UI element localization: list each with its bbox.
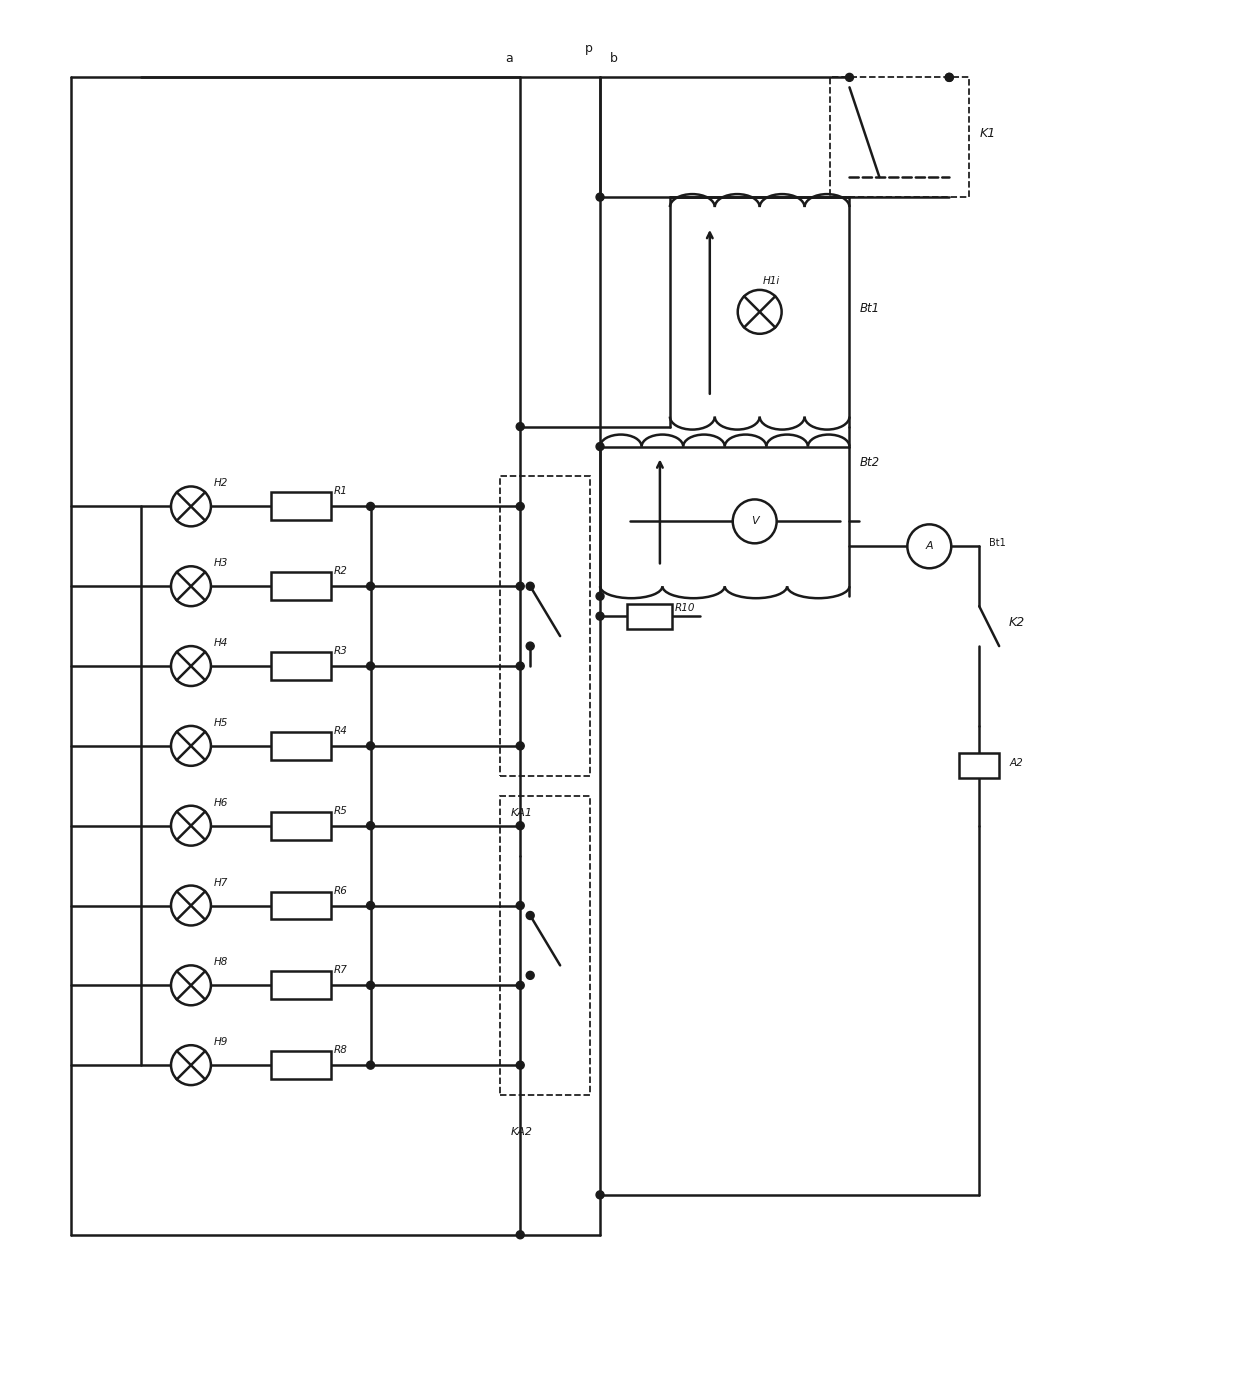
Text: Bt2: Bt2 — [859, 457, 879, 469]
Bar — [500, 795, 590, 1095]
Circle shape — [171, 806, 211, 846]
Circle shape — [171, 966, 211, 1006]
Bar — [627, 604, 672, 629]
Circle shape — [171, 886, 211, 926]
Circle shape — [516, 981, 525, 989]
Bar — [270, 971, 331, 999]
Circle shape — [171, 1046, 211, 1086]
Text: R5: R5 — [334, 806, 347, 816]
Bar — [960, 753, 999, 779]
Circle shape — [516, 901, 525, 910]
Circle shape — [526, 911, 534, 919]
Circle shape — [526, 582, 534, 590]
Text: R2: R2 — [334, 567, 347, 577]
Text: H2: H2 — [215, 479, 228, 488]
Text: H3: H3 — [215, 559, 228, 568]
Circle shape — [516, 1230, 525, 1238]
Bar — [830, 77, 970, 197]
Text: A2: A2 — [1009, 758, 1023, 768]
Circle shape — [171, 487, 211, 527]
Circle shape — [367, 981, 374, 989]
Circle shape — [945, 73, 954, 81]
Text: H1i: H1i — [763, 277, 780, 286]
Circle shape — [526, 643, 534, 649]
Circle shape — [367, 901, 374, 910]
Circle shape — [171, 647, 211, 687]
Bar — [270, 812, 331, 839]
Text: R6: R6 — [334, 886, 347, 896]
Text: R7: R7 — [334, 966, 347, 976]
Circle shape — [516, 422, 525, 431]
Circle shape — [526, 971, 534, 980]
Text: p: p — [585, 43, 593, 55]
Text: H4: H4 — [215, 638, 228, 648]
Circle shape — [516, 582, 525, 590]
Text: H9: H9 — [215, 1038, 228, 1047]
Circle shape — [596, 612, 604, 621]
Circle shape — [846, 73, 853, 81]
Circle shape — [171, 567, 211, 607]
Text: K1: K1 — [980, 127, 996, 140]
Text: R3: R3 — [334, 647, 347, 656]
Circle shape — [367, 502, 374, 510]
Circle shape — [367, 742, 374, 750]
Circle shape — [516, 742, 525, 750]
Circle shape — [738, 290, 781, 334]
Circle shape — [908, 524, 951, 568]
Text: K2: K2 — [1009, 616, 1025, 629]
Bar — [270, 652, 331, 680]
Circle shape — [516, 1061, 525, 1069]
Circle shape — [945, 73, 954, 81]
Circle shape — [596, 1190, 604, 1198]
Circle shape — [367, 821, 374, 830]
Text: R8: R8 — [334, 1046, 347, 1055]
Circle shape — [596, 193, 604, 201]
Text: a: a — [505, 52, 513, 66]
Circle shape — [733, 499, 776, 544]
Bar — [270, 892, 331, 919]
Circle shape — [367, 1061, 374, 1069]
Text: V: V — [751, 516, 759, 527]
Circle shape — [516, 502, 525, 510]
Text: R10: R10 — [675, 603, 696, 614]
Text: Bt1: Bt1 — [859, 301, 879, 315]
Text: KA1: KA1 — [510, 808, 532, 817]
Text: H6: H6 — [215, 798, 228, 808]
Bar — [270, 572, 331, 600]
Circle shape — [516, 821, 525, 830]
Text: H8: H8 — [215, 958, 228, 967]
Bar — [270, 1051, 331, 1079]
Text: b: b — [610, 52, 618, 66]
Text: Bt1: Bt1 — [990, 538, 1006, 548]
Text: R1: R1 — [334, 487, 347, 497]
Circle shape — [367, 662, 374, 670]
Text: A: A — [925, 541, 934, 552]
Text: H5: H5 — [215, 718, 228, 728]
Circle shape — [171, 727, 211, 766]
Text: KA2: KA2 — [510, 1127, 532, 1137]
Circle shape — [516, 662, 525, 670]
Bar — [270, 493, 331, 520]
Text: R4: R4 — [334, 727, 347, 736]
Text: H7: H7 — [215, 878, 228, 888]
Bar — [500, 476, 590, 776]
Circle shape — [367, 582, 374, 590]
Circle shape — [596, 592, 604, 600]
Circle shape — [596, 443, 604, 450]
Bar — [270, 732, 331, 760]
